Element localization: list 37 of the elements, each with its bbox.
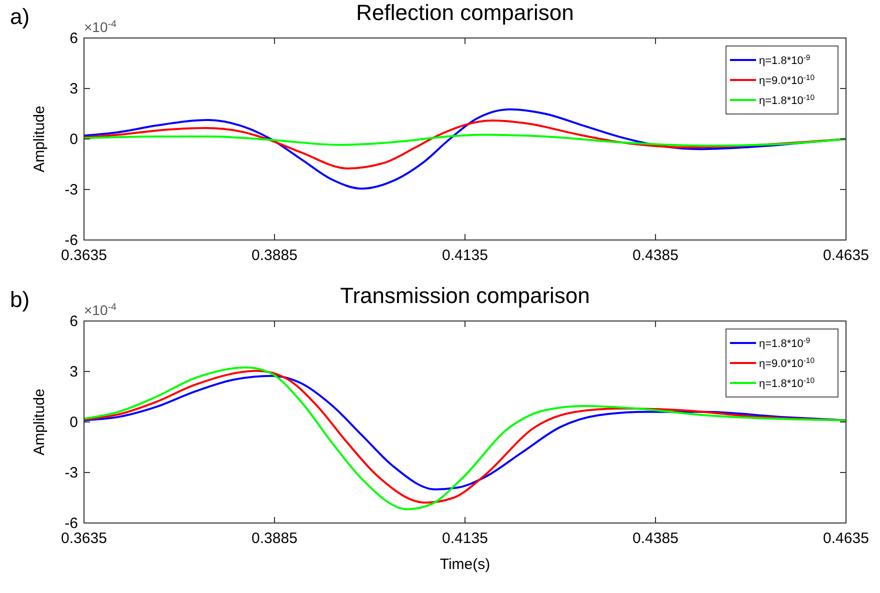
legend-label: η=1.8*10$^{-10}$ (759, 92, 814, 107)
legend-label: η=9.0*10$^{-10}$ (759, 356, 814, 370)
legend-label: η=1.8*10$^{-9}$ (759, 336, 810, 350)
chart-title: Transmission comparison (340, 283, 590, 308)
y-tick-label: 0 (70, 131, 78, 148)
text: a) (10, 4, 30, 29)
x-axis-title: Time(s) (440, 556, 490, 573)
x-tick-label: 0.4135 (442, 530, 488, 547)
text: ×10$^{-4}$ (84, 18, 118, 35)
line-series (84, 134, 846, 147)
legend-label: η=9.0*10$^{-10}$ (759, 72, 814, 87)
x-tick-label: 0.4135 (442, 247, 488, 264)
x-tick-label: 0.3635 (61, 530, 107, 547)
x-tick-label: 0.3885 (252, 247, 298, 264)
text: ×10$^{-4}$ (84, 302, 118, 318)
x-tick-label: 0.3635 (61, 247, 107, 264)
y-tick-label: -6 (64, 232, 78, 249)
y-axis-title: Amplitude (31, 388, 48, 456)
y-tick-label: 3 (70, 80, 78, 98)
y-tick-label: 6 (70, 313, 78, 330)
y-tick-label: 3 (70, 364, 78, 380)
y-tick-label: 0 (70, 414, 78, 431)
y-tick-label: -3 (64, 182, 78, 198)
x-tick-label: 0.4635 (823, 247, 869, 264)
x-tick-label: 0.4635 (823, 530, 869, 547)
line-series (84, 119, 846, 170)
legend-label: η=1.8*10$^{-10}$ (759, 376, 814, 390)
y-tick-label: -3 (64, 464, 78, 482)
x-tick-label: 0.4385 (632, 530, 678, 547)
legend-label: η=1.8*10$^{-9}$ (759, 52, 810, 67)
x-tick-label: 0.4385 (632, 247, 678, 264)
y-axis-title: Amplitude (31, 106, 48, 172)
chart-title: Reflection comparison (356, 0, 574, 25)
x-tick-label: 0.3885 (252, 530, 298, 547)
text: b) (10, 287, 30, 312)
y-tick-label: 6 (70, 30, 78, 47)
y-tick-label: -6 (64, 515, 78, 532)
